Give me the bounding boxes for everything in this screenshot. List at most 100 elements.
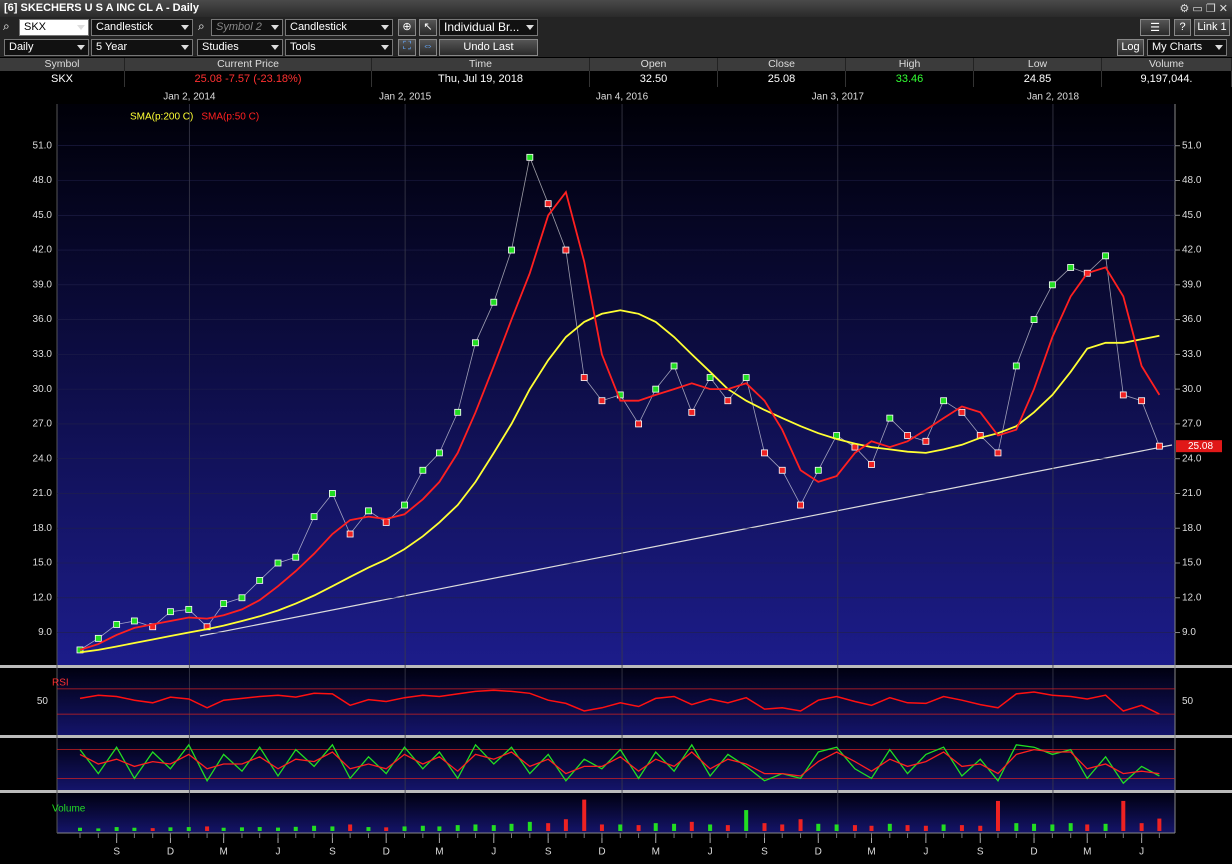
candle (922, 437, 930, 445)
zoom-button[interactable]: ⊕ (398, 19, 416, 36)
log-button[interactable]: Log (1117, 39, 1144, 56)
volume-bar (348, 824, 353, 831)
volume-bar (887, 823, 892, 831)
indicator-line (79, 748, 1160, 777)
x-tick-label: Jan 2, 2015 (379, 92, 432, 103)
search-icon[interactable]: ⌕ (198, 19, 205, 33)
volume-bar (437, 826, 442, 831)
plot-area (57, 104, 1175, 665)
candle (544, 200, 552, 208)
candle (1048, 281, 1056, 289)
volume-bar (1068, 823, 1073, 831)
volume-bar (905, 825, 910, 831)
volume-bar (636, 825, 641, 831)
y-tick-label: 51.0 (33, 140, 53, 151)
quote-cell: 9,197,044. (1102, 71, 1232, 87)
volume-bar (150, 828, 155, 831)
layout-dropdown[interactable]: Individual Br... (439, 19, 538, 36)
x-tick-label: J (1139, 847, 1144, 858)
candle (670, 362, 678, 370)
candle (508, 246, 515, 254)
x-tick-label: Jan 2, 2018 (1027, 92, 1080, 103)
volume-bar (78, 827, 82, 831)
x-tick-label: D (815, 847, 822, 858)
x-tick-label: Jan 4, 2016 (596, 92, 649, 103)
quote-cell: 24.85 (974, 71, 1102, 87)
volume-bar (852, 825, 857, 831)
y-tick-label: 30.0 (33, 384, 53, 395)
studies-dropdown[interactable]: Studies (197, 39, 283, 56)
tools-dropdown[interactable]: Tools (285, 39, 393, 56)
interval-dropdown[interactable]: Daily (4, 39, 89, 56)
candle (635, 420, 642, 428)
quote-header: Open (590, 58, 718, 71)
x-tick-label: J (923, 847, 928, 858)
candle (382, 519, 390, 526)
candle (526, 153, 534, 161)
panel-label: RSI (52, 678, 69, 689)
legend-entry: SMA(p:50 C) (201, 112, 259, 123)
window-controls[interactable]: ⚙ ▭ ❐ ✕ (1179, 3, 1228, 15)
y-tick-label: 51.0 (1182, 140, 1202, 151)
candle (598, 397, 606, 405)
quote-header: High (846, 58, 974, 71)
candle (562, 246, 570, 254)
y-tick-label: 42.0 (33, 245, 53, 256)
undo-button[interactable]: Undo Last (439, 39, 538, 56)
x-tick-label: S (329, 847, 336, 858)
link-button[interactable]: Link 1 (1194, 19, 1230, 36)
volume-bar (257, 827, 262, 831)
candle (401, 501, 408, 509)
x-tick-label: M (1083, 847, 1091, 858)
quote-cell: 25.08 (718, 71, 846, 87)
quote-header: Time (372, 58, 590, 71)
volume-bar (599, 824, 604, 831)
volume-bar (384, 827, 389, 831)
quote-header: Symbol (0, 58, 125, 71)
volume-bar (1139, 823, 1144, 831)
volume-bar (509, 823, 514, 831)
volume-bar (1103, 823, 1108, 831)
volume-bar (491, 825, 496, 831)
quote-cell: 33.46 (846, 71, 974, 87)
candle (167, 608, 174, 616)
x-tick-label: M (652, 847, 660, 858)
panel-label: Volume (52, 804, 86, 815)
x-tick-label: M (867, 847, 875, 858)
cursor-button[interactable]: ↖ (419, 19, 437, 36)
menu-button[interactable]: ☰ (1140, 19, 1170, 36)
search-icon[interactable]: ⌕ (3, 19, 10, 33)
chart-style2-dropdown[interactable]: Candlestick (285, 19, 393, 36)
volume-bar (312, 825, 317, 831)
divider (0, 665, 1232, 668)
volume-bar (923, 825, 928, 831)
help-button[interactable]: ? (1174, 19, 1191, 36)
candle (472, 339, 479, 347)
fit-button[interactable]: ⛶ (398, 39, 416, 56)
price-tag (1176, 440, 1222, 453)
symbol2-input[interactable]: Symbol 2 (211, 19, 283, 36)
volume-bar (527, 821, 532, 831)
volume-bar (1032, 823, 1037, 831)
candle (886, 414, 894, 422)
x-tick-label: M (435, 847, 443, 858)
y-tick-label: 39.0 (1182, 279, 1202, 290)
volume-bar (205, 826, 210, 831)
expand-button[interactable]: ⇔ (419, 39, 437, 56)
my-charts-dropdown[interactable]: My Charts (1147, 39, 1227, 56)
volume-bar (293, 826, 298, 831)
volume-bar (762, 823, 767, 831)
volume-bar (834, 824, 839, 831)
candle (185, 605, 193, 613)
symbol-input[interactable]: SKX (19, 19, 89, 36)
candle (76, 646, 84, 654)
candle (868, 461, 875, 468)
candle (688, 408, 696, 416)
y-tick-label: 21.0 (1182, 488, 1202, 499)
y-tick-label: 48.0 (1182, 175, 1202, 186)
volume-bar (276, 827, 281, 831)
range-dropdown[interactable]: 5 Year (91, 39, 193, 56)
chart-style-dropdown[interactable]: Candlestick (91, 19, 193, 36)
volume-bar (798, 819, 803, 831)
